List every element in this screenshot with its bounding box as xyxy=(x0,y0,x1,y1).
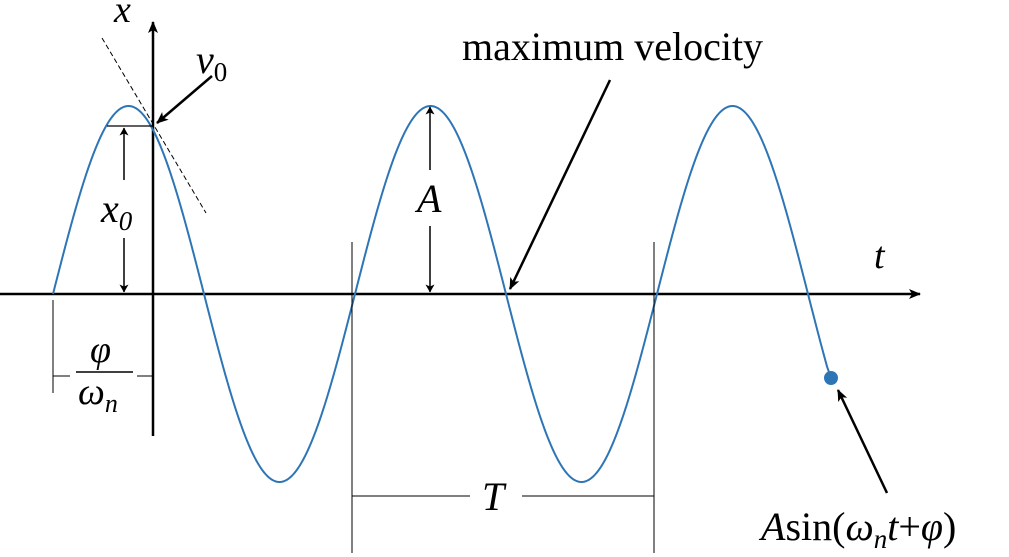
curve-label-pointer-arrow xyxy=(836,389,889,494)
amplitude-label: A xyxy=(414,176,442,221)
phase-denominator: ωn xyxy=(78,371,118,418)
v0-label: v0 xyxy=(196,37,227,87)
v0-pointer-arrow xyxy=(156,75,213,124)
tangent-line xyxy=(101,37,207,214)
phase-numerator: φ xyxy=(90,329,111,371)
period-label: T xyxy=(482,474,507,519)
x0-label: x0 xyxy=(100,186,133,236)
t-axis-label: t xyxy=(874,235,886,277)
displacement-curve xyxy=(52,105,832,483)
x-axis-label: x xyxy=(113,0,131,31)
max-velocity-pointer-arrow xyxy=(508,79,612,290)
end-dot xyxy=(824,371,838,385)
curve-expression-label: Asin(ωnt+φ) xyxy=(758,504,956,554)
max-velocity-label: maximum velocity xyxy=(462,24,763,69)
